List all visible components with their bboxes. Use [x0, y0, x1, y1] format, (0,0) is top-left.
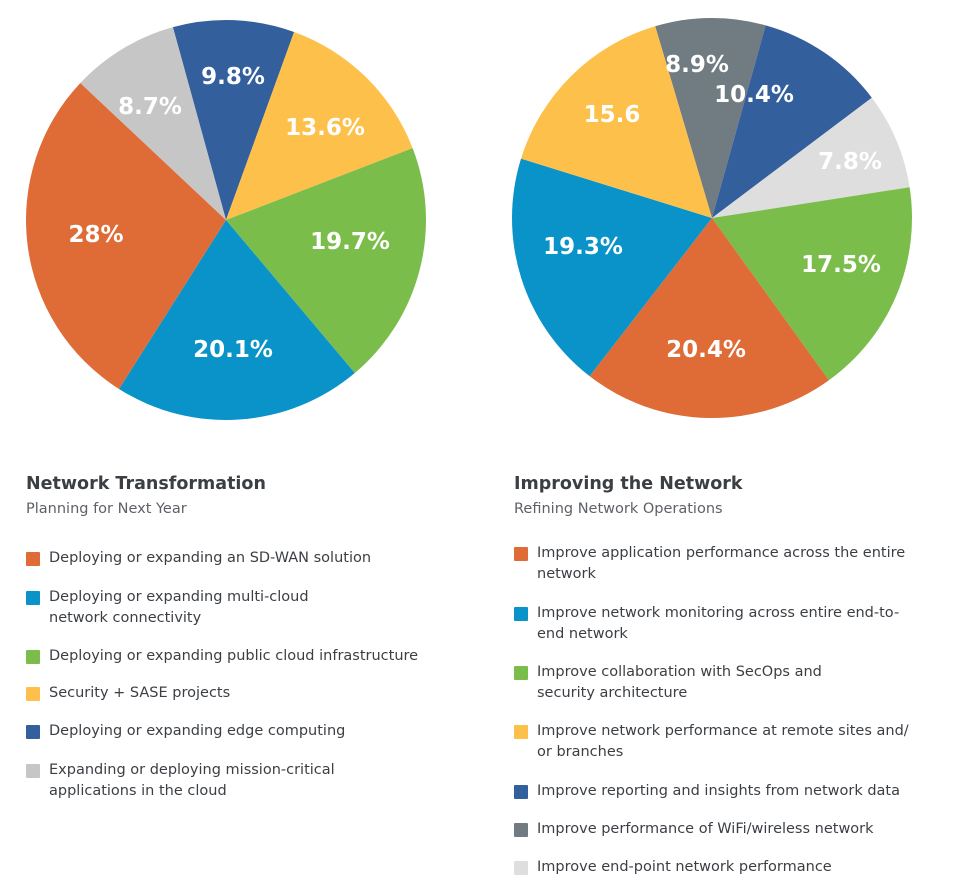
- legend-label-line1: Deploying or expanding edge computing: [49, 723, 346, 739]
- pie-slice: [712, 187, 912, 381]
- legend-swatch: [514, 823, 528, 837]
- chart-title-network-transformation: Network Transformation: [26, 474, 266, 494]
- legend-swatch: [514, 666, 528, 680]
- slice-data-label: 9.8%: [201, 64, 265, 90]
- legend-label-line2: or branches: [537, 744, 624, 760]
- legend-label-line1: Improve performance of WiFi/wireless net…: [537, 821, 874, 837]
- legend-label-line1: Improve end-point network performance: [537, 859, 832, 875]
- legend-label-line1: Improve network performance at remote si…: [537, 723, 909, 739]
- legend-item: Security + SASE projects: [49, 683, 230, 704]
- legend-item: Deploying or expanding public cloud infr…: [49, 646, 418, 667]
- pie-slice: [80, 27, 226, 220]
- legend-swatch: [514, 607, 528, 621]
- legend-item: Improve application performance across t…: [537, 543, 905, 585]
- legend-item: Improve network performance at remote si…: [537, 721, 909, 763]
- slice-data-label: 20.1%: [193, 337, 273, 363]
- chart-subtitle-refining: Refining Network Operations: [514, 501, 723, 517]
- legend-label-line1: Security + SASE projects: [49, 685, 231, 701]
- pie-slice: [589, 218, 829, 418]
- pie-slice: [226, 148, 426, 374]
- legend-label-line2: end network: [537, 626, 628, 642]
- legend-swatch: [26, 591, 40, 605]
- legend-label-line1: Improve reporting and insights from netw…: [537, 783, 900, 799]
- legend-label-line1: Improve collaboration with SecOps and: [537, 664, 822, 680]
- pie-slice: [226, 31, 413, 221]
- legend-item: Improve end-point network performance: [537, 857, 832, 878]
- slice-data-label: 15.6: [584, 102, 641, 128]
- slice-data-label: 8.9%: [665, 52, 729, 78]
- legend-item: Improve reporting and insights from netw…: [537, 781, 900, 802]
- pie-slice: [26, 82, 226, 389]
- legend-label-line1: Improve application performance across t…: [537, 545, 906, 561]
- slice-data-label: 8.7%: [118, 94, 182, 120]
- legend-label-line2: network connectivity: [49, 610, 202, 626]
- legend-swatch: [514, 785, 528, 799]
- legend-label-line1: Deploying or expanding an SD-WAN solutio…: [49, 550, 372, 566]
- legend-swatch: [514, 861, 528, 875]
- legend-item: Deploying or expanding edge computing: [49, 721, 345, 742]
- slice-data-label: 13.6%: [285, 115, 365, 141]
- pie-slice: [521, 26, 712, 218]
- legend-label-line2: applications in the cloud: [49, 783, 227, 799]
- chart-title-improving-network: Improving the Network: [514, 474, 743, 494]
- chart-subtitle-planning: Planning for Next Year: [26, 501, 187, 517]
- legend-label-line1: Expanding or deploying mission-critical: [49, 762, 335, 778]
- legend-item: Deploying or expanding an SD-WAN solutio…: [49, 548, 371, 569]
- slice-data-label: 19.7%: [310, 229, 390, 255]
- pie-slice: [655, 17, 766, 219]
- pie-slice: [712, 25, 872, 218]
- slice-data-label: 28%: [68, 222, 123, 248]
- legend-label-line1: Deploying or expanding multi-cloud: [49, 589, 309, 605]
- legend-swatch: [514, 725, 528, 739]
- slice-data-label: 17.5%: [801, 252, 881, 278]
- pie-slice: [172, 19, 295, 220]
- legend-swatch: [26, 764, 40, 778]
- legend-item: Improve performance of WiFi/wireless net…: [537, 819, 874, 840]
- legend-item: Improve network monitoring across entire…: [537, 603, 899, 645]
- legend-label-line2: security architecture: [537, 685, 688, 701]
- pie-slice: [118, 220, 355, 420]
- pie-slice: [712, 97, 910, 218]
- legend-item: Expanding or deploying mission-critical a…: [49, 760, 335, 802]
- legend-item: Improve collaboration with SecOps and sec…: [537, 662, 822, 704]
- legend-label-line1: Improve network monitoring across entire…: [537, 605, 900, 621]
- legend-label-line2: network: [537, 566, 596, 582]
- slice-data-label: 7.8%: [818, 149, 882, 175]
- slice-data-label: 10.4%: [714, 82, 794, 108]
- legend-label-line1: Deploying or expanding public cloud infr…: [49, 648, 419, 664]
- legend-swatch: [26, 687, 40, 701]
- slice-data-label: 19.3%: [543, 234, 623, 260]
- legend-swatch: [26, 650, 40, 664]
- legend-swatch: [26, 725, 40, 739]
- legend-item: Deploying or expanding multi-cloud networ…: [49, 587, 309, 629]
- pie-slice: [511, 158, 712, 377]
- pie-charts: 9.8% 13.6% 19.7% 20.1% 28% 8.7% 8.9% 10.4% 7.8% 1…: [26, 17, 912, 420]
- legend-swatch: [26, 552, 40, 566]
- slice-data-label: 20.4%: [666, 337, 746, 363]
- legend-swatch: [514, 547, 528, 561]
